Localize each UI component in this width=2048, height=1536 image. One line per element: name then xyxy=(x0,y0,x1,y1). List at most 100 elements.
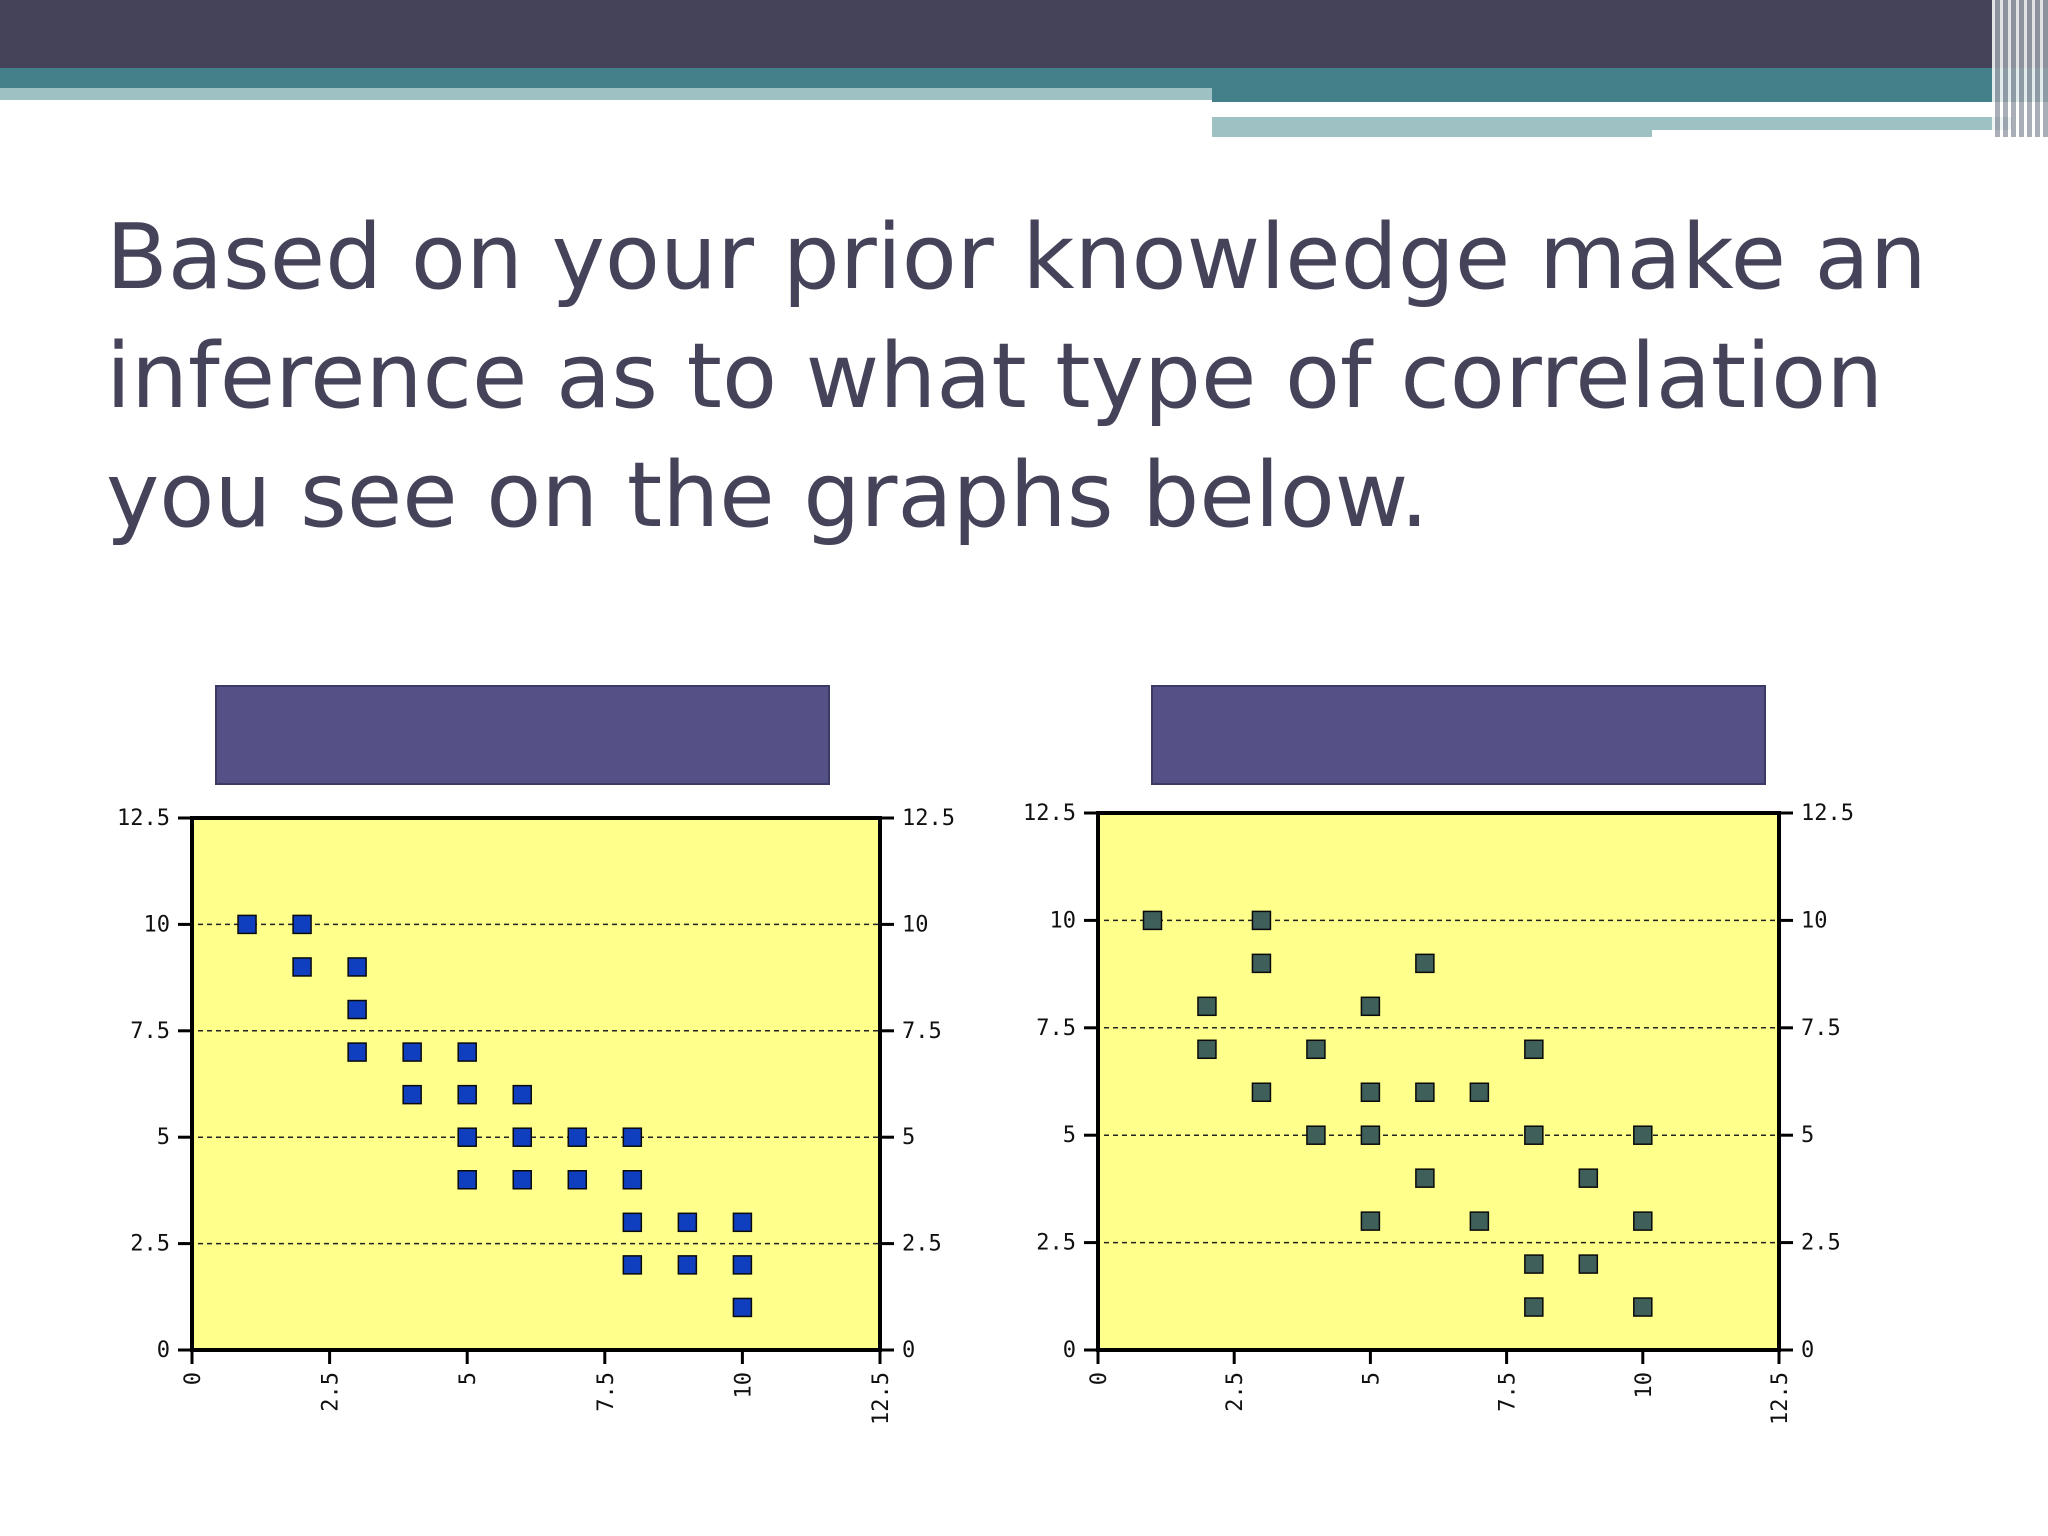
data-point xyxy=(457,1084,477,1105)
x-tick-label: 2.5 xyxy=(319,1372,344,1412)
data-point xyxy=(402,1084,422,1105)
data-point xyxy=(1306,1039,1326,1060)
data-point xyxy=(512,1084,532,1105)
y-tick-label: 0 xyxy=(1063,1338,1076,1363)
plot-area-left xyxy=(192,818,880,1350)
y-tick-label: 7.5 xyxy=(1036,1016,1076,1041)
y-tick-label-right: 7.5 xyxy=(1801,1016,1841,1041)
y-tick-label-right: 12.5 xyxy=(1801,801,1854,826)
data-point xyxy=(1469,1211,1490,1231)
data-point xyxy=(732,1255,753,1275)
header-accent-bar-light xyxy=(0,88,1212,100)
data-point xyxy=(1524,1254,1544,1274)
data-point xyxy=(292,957,312,977)
x-tick-label: 12.5 xyxy=(869,1372,894,1425)
x-tick-label: 5 xyxy=(456,1372,481,1385)
data-point xyxy=(677,1212,698,1233)
data-point xyxy=(567,1127,588,1147)
data-point xyxy=(1142,910,1163,931)
data-point xyxy=(732,1297,753,1318)
y-tick-label-right: 10 xyxy=(1801,908,1828,933)
y-tick-label-right: 5 xyxy=(902,1125,915,1150)
y-tick-label-right: 12.5 xyxy=(902,806,955,831)
header-divider-line xyxy=(1212,112,1897,117)
data-point xyxy=(567,1170,588,1190)
data-point xyxy=(732,1212,753,1233)
data-point xyxy=(622,1212,643,1233)
data-point xyxy=(622,1255,643,1275)
x-tick-label: 2.5 xyxy=(1223,1372,1248,1412)
y-tick-label: 10 xyxy=(144,912,171,937)
chart-label-box-left xyxy=(215,685,830,785)
x-tick-label: 10 xyxy=(731,1372,756,1399)
x-tick-label: 7.5 xyxy=(1496,1372,1521,1412)
y-tick-label-right: 0 xyxy=(1801,1338,1814,1363)
x-tick-label: 0 xyxy=(181,1372,206,1385)
header-accent-bar-right xyxy=(1212,88,2048,102)
data-point xyxy=(1360,1211,1381,1231)
data-point xyxy=(622,1127,643,1147)
y-tick-label: 7.5 xyxy=(130,1019,170,1044)
y-tick-label: 12.5 xyxy=(1023,801,1076,826)
plot-area-right xyxy=(1098,813,1779,1350)
y-tick-label-right: 7.5 xyxy=(902,1019,942,1044)
header-accent-bar xyxy=(0,68,2048,88)
y-tick-label: 12.5 xyxy=(117,806,170,831)
header-light-bar-right xyxy=(1652,117,2012,130)
data-point xyxy=(1633,1211,1653,1231)
x-tick-label: 0 xyxy=(1087,1372,1112,1385)
data-point xyxy=(347,999,367,1020)
data-point xyxy=(457,1170,477,1190)
data-point xyxy=(1415,953,1435,974)
data-point xyxy=(1360,1125,1381,1145)
data-point xyxy=(1360,996,1381,1017)
data-point xyxy=(457,1042,477,1062)
data-point xyxy=(622,1170,643,1190)
data-point xyxy=(292,914,312,935)
data-point xyxy=(1306,1125,1326,1145)
header-stripes xyxy=(1992,0,2048,137)
data-point xyxy=(1469,1082,1490,1102)
data-point xyxy=(1415,1168,1435,1188)
data-point xyxy=(1251,910,1272,931)
x-tick-label: 7.5 xyxy=(594,1372,619,1412)
y-tick-label: 2.5 xyxy=(130,1232,170,1257)
data-point xyxy=(1524,1125,1544,1145)
data-point xyxy=(347,957,367,977)
y-tick-label-right: 2.5 xyxy=(1801,1231,1841,1256)
y-tick-label-right: 2.5 xyxy=(902,1232,942,1257)
data-point xyxy=(1251,1082,1272,1102)
data-point xyxy=(1415,1082,1435,1102)
header-light-bar xyxy=(1212,117,1652,137)
y-tick-label: 0 xyxy=(157,1338,170,1363)
data-point xyxy=(1197,996,1217,1017)
x-tick-label: 12.5 xyxy=(1768,1372,1793,1425)
data-point xyxy=(1360,1082,1381,1102)
y-tick-label: 10 xyxy=(1050,908,1077,933)
data-point xyxy=(457,1127,477,1147)
data-point xyxy=(237,914,257,935)
chart-label-box-right xyxy=(1151,685,1766,785)
y-tick-label: 5 xyxy=(1063,1123,1076,1148)
data-point xyxy=(1251,953,1272,974)
plot-frame-left xyxy=(190,816,882,1352)
data-point xyxy=(1578,1168,1599,1188)
data-point xyxy=(1633,1125,1653,1145)
y-tick-label: 2.5 xyxy=(1036,1231,1076,1256)
y-tick-label-right: 0 xyxy=(902,1338,915,1363)
data-point xyxy=(1197,1039,1217,1060)
data-point xyxy=(512,1127,532,1147)
plot-frame-right xyxy=(1096,811,1781,1352)
data-point xyxy=(402,1042,422,1062)
data-point xyxy=(1633,1297,1653,1317)
data-point xyxy=(677,1255,698,1275)
slide-title: Based on your prior knowledge make an in… xyxy=(106,205,1927,548)
data-point xyxy=(347,1042,367,1062)
y-tick-label-right: 10 xyxy=(902,912,929,937)
y-tick-label-right: 5 xyxy=(1801,1123,1814,1148)
x-tick-label: 5 xyxy=(1359,1372,1384,1385)
y-tick-label: 5 xyxy=(157,1125,170,1150)
x-tick-label: 10 xyxy=(1632,1372,1657,1399)
data-point xyxy=(1524,1039,1544,1060)
